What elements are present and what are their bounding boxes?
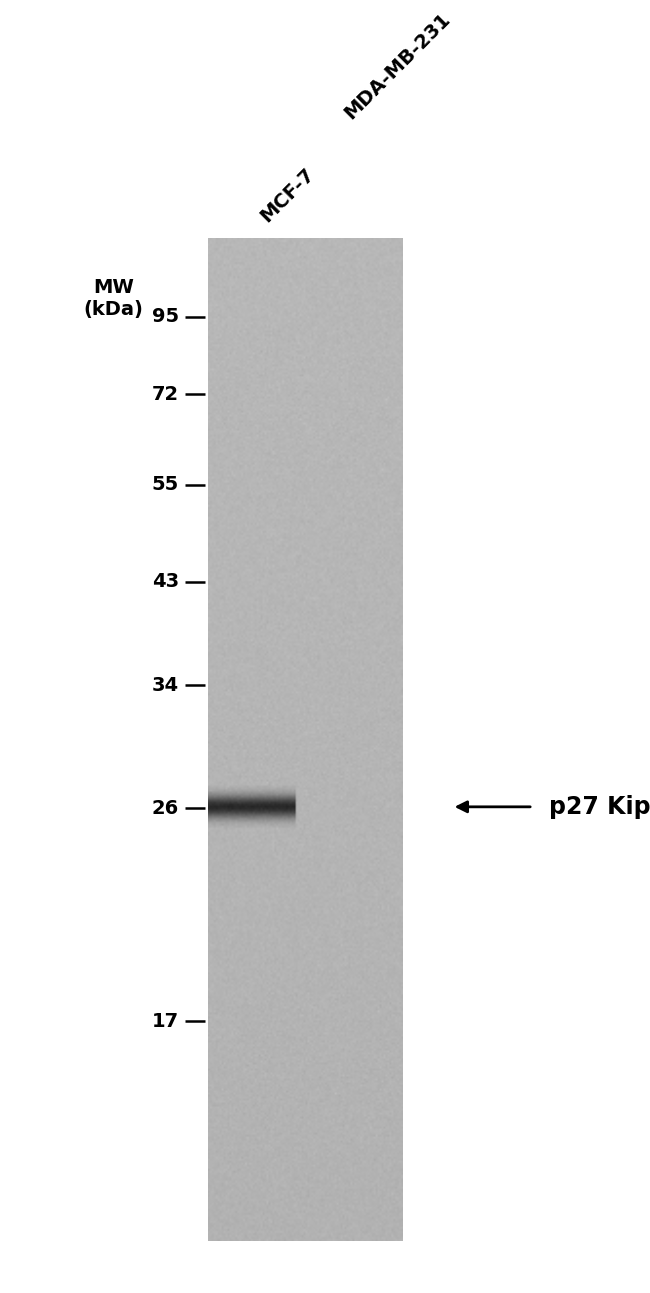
Text: 17: 17 <box>151 1012 179 1031</box>
Text: 43: 43 <box>151 573 179 591</box>
Text: MW
(kDa): MW (kDa) <box>84 278 144 319</box>
Text: 95: 95 <box>151 308 179 326</box>
Text: MCF-7: MCF-7 <box>256 164 318 226</box>
Text: 72: 72 <box>151 385 179 403</box>
Text: p27 Kip1: p27 Kip1 <box>549 795 650 818</box>
Text: MDA-MB-231: MDA-MB-231 <box>341 9 454 123</box>
Text: 26: 26 <box>151 799 179 817</box>
Text: 55: 55 <box>151 476 179 494</box>
Text: 34: 34 <box>151 676 179 694</box>
